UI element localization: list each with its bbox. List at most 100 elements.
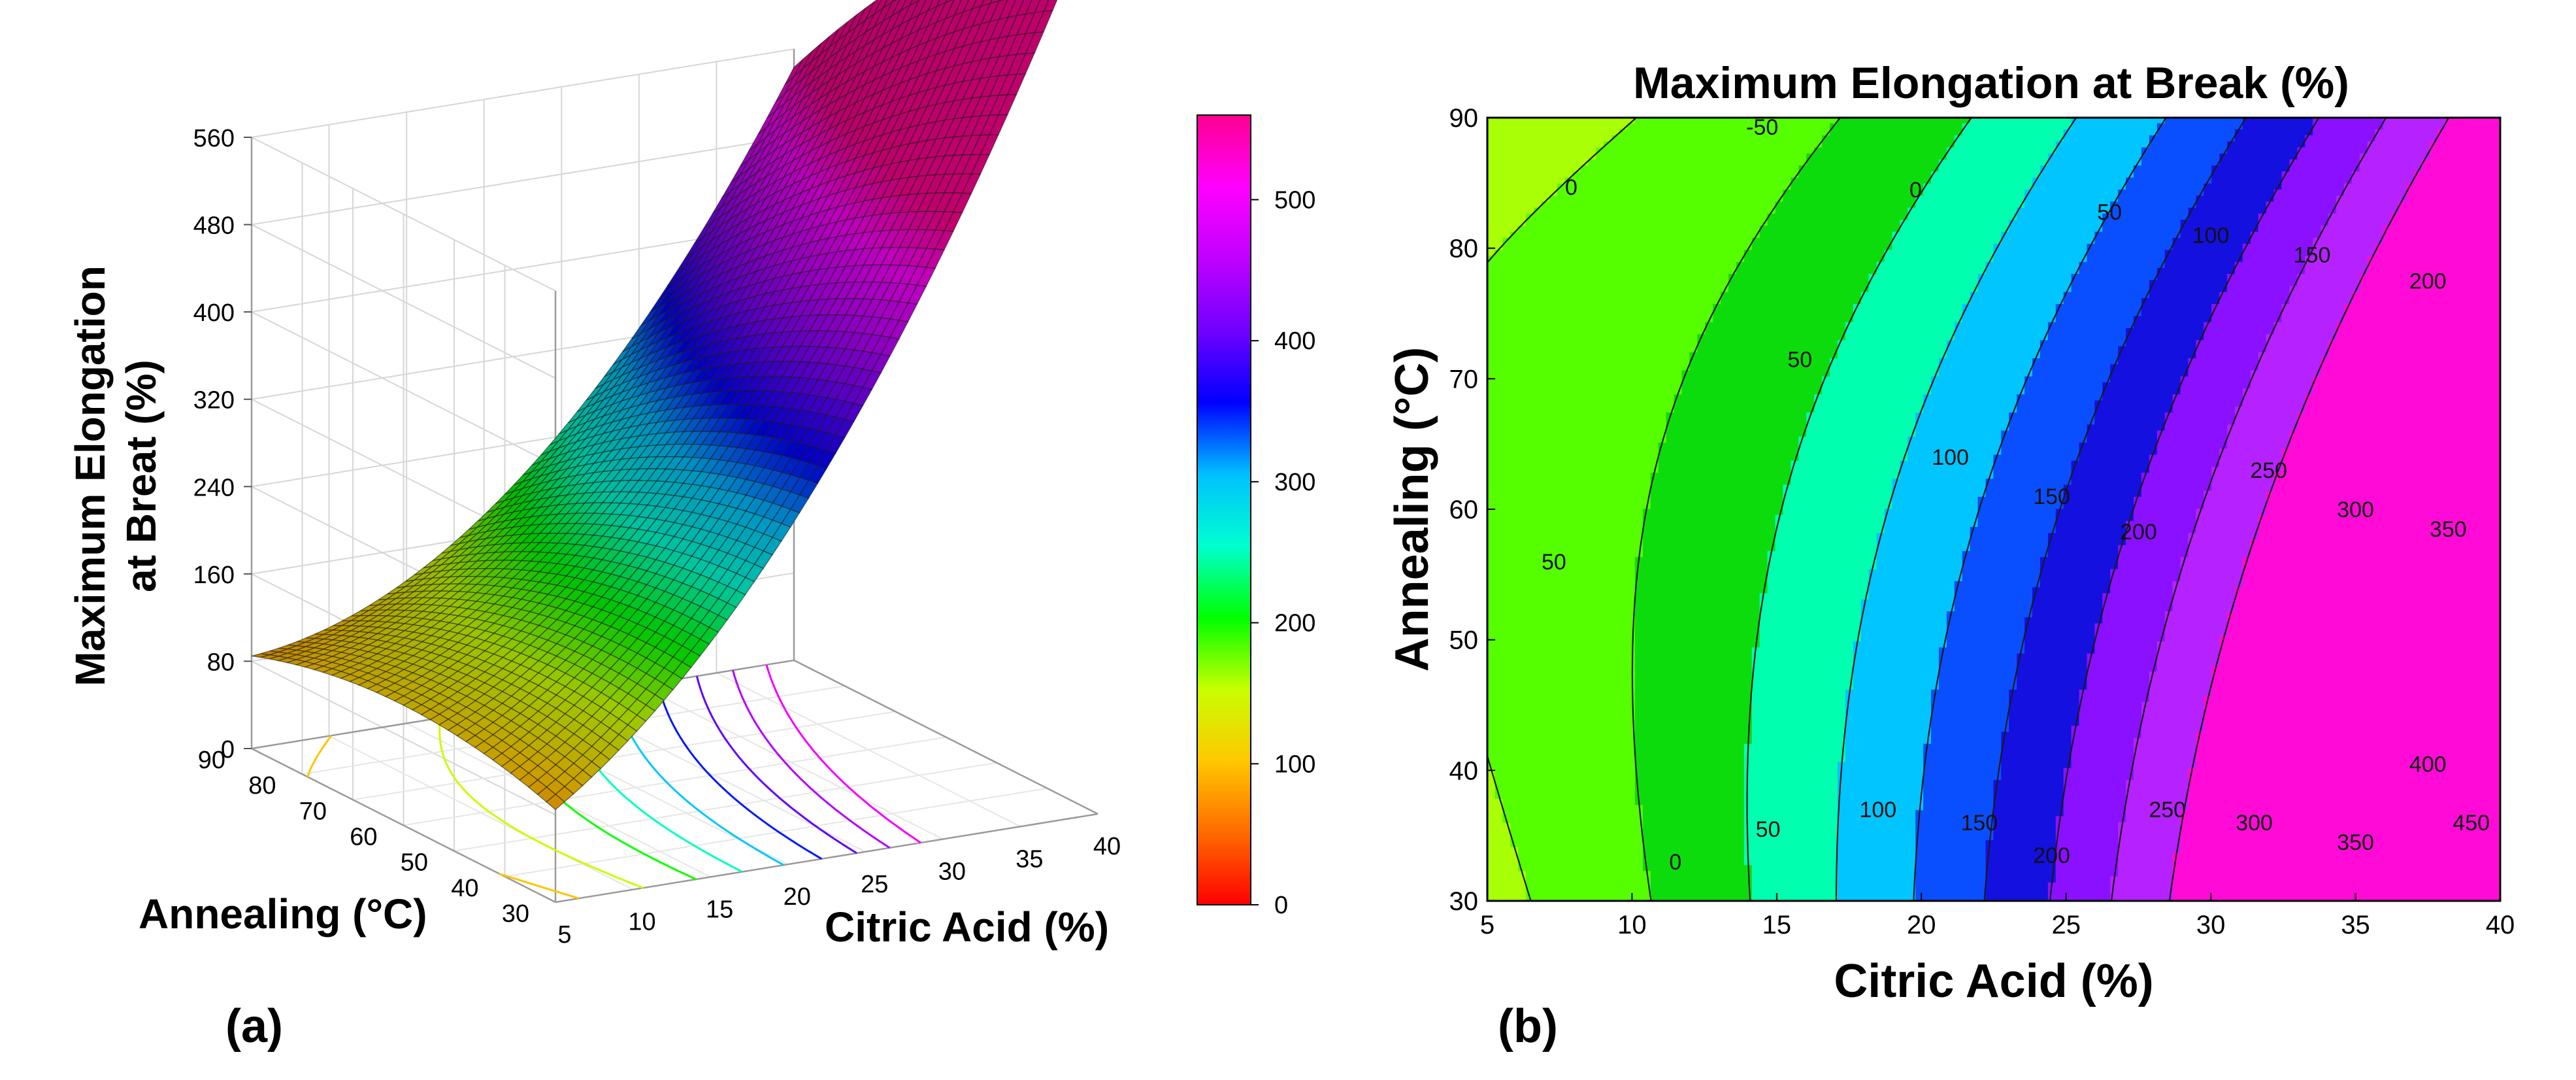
contour-band-12: [2172, 118, 2500, 901]
z-tick-label: 560: [193, 125, 235, 152]
axis-edge: [555, 813, 1098, 903]
y-tick-label: 50: [401, 849, 428, 877]
contour-level-label: 250: [2149, 798, 2186, 822]
contour-band-4: [1487, 118, 1839, 901]
contour-x-tick-label: 5: [1480, 911, 1494, 939]
contour-band-9: [1985, 118, 2314, 901]
x-tick-label: 35: [1016, 845, 1043, 873]
contour-level-label: 200: [2033, 843, 2070, 868]
z-tick-label: 320: [193, 387, 235, 414]
colorbar-tick-label: 200: [1274, 610, 1315, 637]
contour-level-label: 150: [2294, 243, 2331, 268]
contour-y-tick-label: 30: [1449, 887, 1479, 916]
contour-y-tick-label: 90: [1449, 104, 1479, 133]
x-tick-label: 5: [557, 921, 571, 949]
x-tick-label: 10: [628, 909, 655, 936]
contour-level-label: 250: [2250, 458, 2287, 483]
contour-line: [1913, 118, 2167, 901]
floor-grid-line: [352, 711, 896, 801]
contour-band-5: [1634, 118, 1971, 901]
floor-grid-line: [454, 762, 997, 852]
floor-grid-line: [504, 787, 1048, 877]
contour-level-label: 300: [2337, 498, 2374, 522]
contour-panel: Maximum Elongation at Break (%) -500 0501…: [1386, 58, 2515, 1053]
axis-edge: [251, 747, 556, 903]
z-tick-label: 400: [193, 299, 235, 327]
contour-level-label: 100: [1932, 445, 1969, 470]
contour-line: [1487, 118, 1637, 901]
contour-level-label: 0: [1565, 175, 1577, 200]
surface-z-axis-label-line2: at Breat (%): [118, 360, 165, 592]
contour-x-tick-label: 15: [1762, 911, 1792, 939]
surface-x-axis-label: Citric Acid (%): [825, 903, 1109, 951]
contour-panel-label: (b): [1498, 1000, 1558, 1053]
contour-level-label: 50: [1542, 550, 1566, 575]
wall-grid-line: [251, 135, 795, 226]
x-tick-label: 15: [706, 896, 733, 923]
z-tick-label: 0: [221, 736, 235, 764]
contour-y-tick-label: 70: [1449, 365, 1479, 394]
colorbar-ticks: 0 100 200 300 400 500: [1251, 186, 1315, 919]
contour-level-label: -50: [1746, 115, 1778, 140]
contour-level-label: 50: [1787, 347, 1812, 372]
contour-level-label: 350: [2430, 517, 2467, 542]
contour-band-11: [2110, 118, 2447, 901]
contour-band-6: [1743, 118, 2072, 901]
contour-x-tick-label: 25: [2051, 911, 2081, 939]
contour-level-label: 150: [2033, 484, 2070, 509]
contour-y-tick-label: 50: [1449, 626, 1479, 655]
wall-grid-line: [251, 660, 556, 816]
z-tick-label: 480: [193, 212, 235, 240]
contour-level-label: 300: [2236, 811, 2273, 835]
contour-x-axis-label: Citric Acid (%): [1834, 955, 2153, 1007]
contour-band-3: [1487, 118, 1636, 901]
z-tick-label: 240: [193, 474, 235, 501]
contour-line: [1746, 118, 1972, 901]
contour-tick-labels: 5 10 15 20 25 30 35 40 30 40 50 60 70 80 90: [1449, 104, 2515, 939]
contour-level-label: 400: [2409, 752, 2447, 777]
surface-panel-label: (a): [225, 1000, 283, 1053]
contour-level-label: 100: [2192, 224, 2230, 248]
floor-contour-line: [732, 669, 891, 849]
contour-level-label: 50: [1756, 817, 1781, 842]
y-tick-label: 40: [451, 875, 478, 902]
floor-contour-line: [765, 664, 921, 844]
contour-level-labels: -50 0 0 50 100 150 200 50 100 150 200 250 300 350 50 0 5…: [1542, 115, 2490, 875]
x-tick-label: 30: [938, 858, 966, 886]
contour-level-label: 0: [1669, 850, 1681, 875]
y-tick-label: 80: [248, 772, 276, 800]
contour-x-tick-label: 30: [2196, 911, 2226, 939]
surface-quad: [546, 794, 565, 811]
wall-grid-line: [251, 224, 556, 379]
surface-tick-labels: 0 80 160 240 320 400 480 560 30 40 50 60 70 80 90 5 10 15…: [193, 125, 1121, 949]
contour-level-label: 200: [2120, 520, 2157, 545]
floor-grid-line: [403, 736, 946, 826]
floor-contour-line: [657, 682, 823, 860]
contour-band-8: [1915, 118, 2244, 901]
contour-y-tick-label: 60: [1449, 496, 1479, 524]
colorbar-tick-label: 500: [1274, 186, 1315, 214]
wall-grid-line: [251, 48, 795, 138]
colorbar-tick-label: 400: [1274, 328, 1315, 355]
colorbar-tick-label: 0: [1274, 892, 1288, 919]
contour-x-tick-label: 20: [1907, 911, 1936, 939]
contour-level-label: 450: [2452, 811, 2490, 835]
colorbar-tick-label: 300: [1274, 469, 1315, 496]
contour-level-label: 350: [2337, 830, 2374, 855]
z-tick-label: 80: [207, 649, 235, 676]
contour-x-tick-label: 40: [2486, 911, 2515, 939]
colorbar: [1197, 114, 1251, 905]
wall-grid-line: [251, 137, 556, 292]
contour-level-label: 200: [2409, 269, 2447, 294]
y-tick-label: 30: [502, 900, 529, 928]
contour-y-tick-label: 80: [1449, 235, 1479, 263]
z-tick-label: 160: [193, 562, 235, 589]
x-tick-label: 40: [1093, 833, 1121, 860]
contour-fills: [1487, 118, 2500, 901]
axis-edge: [793, 659, 1098, 815]
contour-level-label: 0: [1909, 178, 1922, 203]
contour-x-tick-label: 10: [1617, 911, 1647, 939]
surface-z-axis-label-line1: Maximum Elongation: [67, 265, 114, 686]
